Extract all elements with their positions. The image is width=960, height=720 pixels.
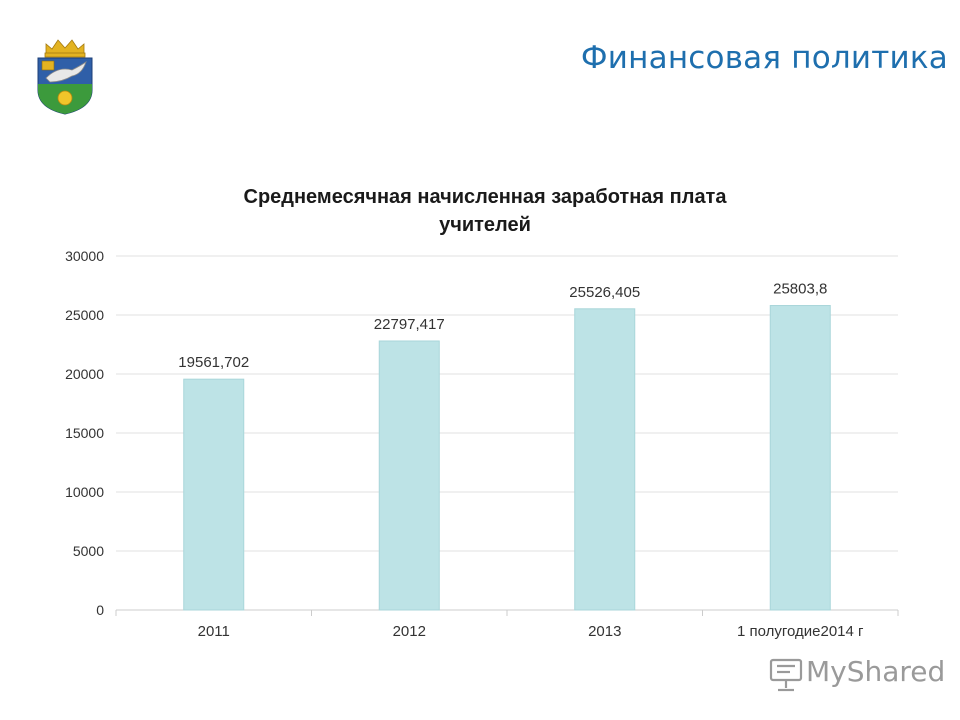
y-tick-label: 0 <box>96 602 104 618</box>
presentation-icon <box>769 658 803 692</box>
x-tick-label: 2012 <box>393 623 426 640</box>
coat-of-arms-icon <box>37 39 93 115</box>
chart-title-line-2: учителей <box>439 214 531 236</box>
y-tick-label: 15000 <box>65 425 104 441</box>
data-label: 25526,405 <box>569 284 640 301</box>
y-tick-label: 10000 <box>65 484 104 500</box>
x-tick-label: 2011 <box>198 623 230 640</box>
data-label: 25803,8 <box>773 281 827 298</box>
bar <box>183 378 245 611</box>
x-tick-label: 2013 <box>588 623 621 640</box>
data-label: 22797,417 <box>374 316 445 333</box>
data-label: 19561,702 <box>178 354 249 371</box>
bar <box>378 340 440 611</box>
chart-title: Среднемесячная начисленная заработная пл… <box>140 183 830 239</box>
x-tick-label: 1 полугодие2014 г <box>737 623 864 640</box>
bar <box>769 305 831 611</box>
y-tick-label: 30000 <box>65 248 104 264</box>
y-tick-label: 5000 <box>73 543 104 559</box>
y-tick-label: 25000 <box>65 307 104 323</box>
chart-title-line-1: Среднемесячная начисленная заработная пл… <box>243 186 727 208</box>
page-title: Финансовая политика <box>580 40 948 76</box>
y-tick-label: 20000 <box>65 366 104 382</box>
watermark-text: MyShared <box>806 655 946 688</box>
bar <box>574 308 636 611</box>
